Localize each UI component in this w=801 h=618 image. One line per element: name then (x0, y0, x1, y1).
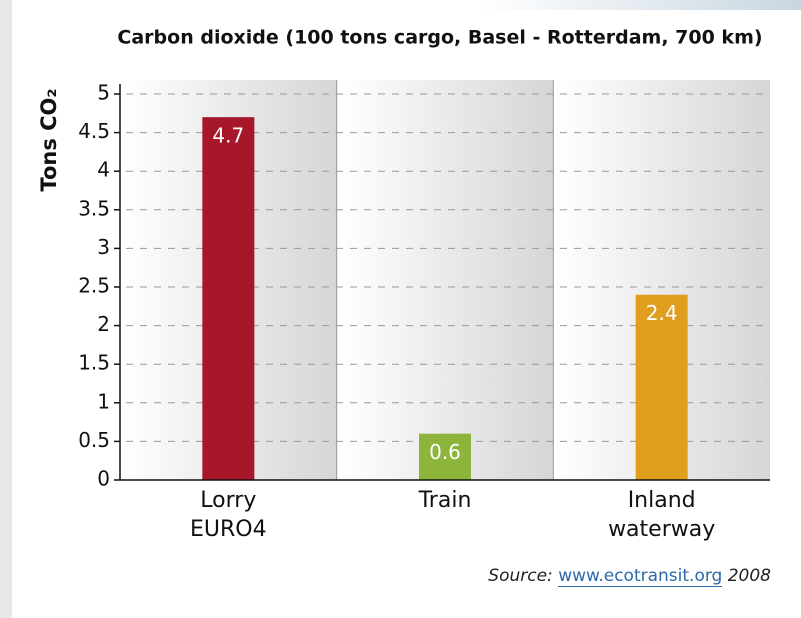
x-tick-label: Inland waterway (608, 488, 716, 542)
chart-title: Carbon dioxide (100 tons cargo, Basel - … (117, 27, 762, 49)
source-year: 2008 (727, 566, 771, 586)
y-tick-label: 1 (97, 389, 110, 413)
bar (419, 433, 471, 480)
value-label: 4.7 (212, 124, 244, 148)
y-tick-label: 2.5 (78, 274, 110, 298)
source-link[interactable]: www.ecotransit.org (558, 566, 723, 587)
y-axis-label: Tons CO₂ (37, 88, 61, 191)
bar (202, 117, 255, 480)
bar (635, 294, 688, 480)
y-tick-label: 5 (97, 81, 110, 105)
y-tick-label: 4 (97, 158, 110, 182)
x-tick-label: Lorry EURO4 (190, 488, 267, 542)
value-label: 2.4 (646, 301, 678, 325)
source-label: Source: (488, 566, 553, 586)
plot-area (120, 80, 770, 480)
y-tick-label: 3.5 (78, 196, 110, 220)
section-bg (336, 80, 554, 480)
x-tick-label: Train (418, 488, 472, 513)
left-band (0, 0, 12, 618)
value-label: 0.6 (429, 440, 461, 464)
y-tick-label: 2 (97, 312, 110, 336)
y-tick-label: 0 (97, 467, 110, 491)
y-tick-label: 0.5 (78, 428, 110, 452)
source: Source: www.ecotransit.org 2008 (488, 566, 771, 587)
y-tick-label: 3 (97, 235, 110, 259)
y-tick-label: 1.5 (78, 351, 110, 375)
y-tick-label: 4.5 (78, 119, 110, 143)
top-band (0, 0, 801, 10)
